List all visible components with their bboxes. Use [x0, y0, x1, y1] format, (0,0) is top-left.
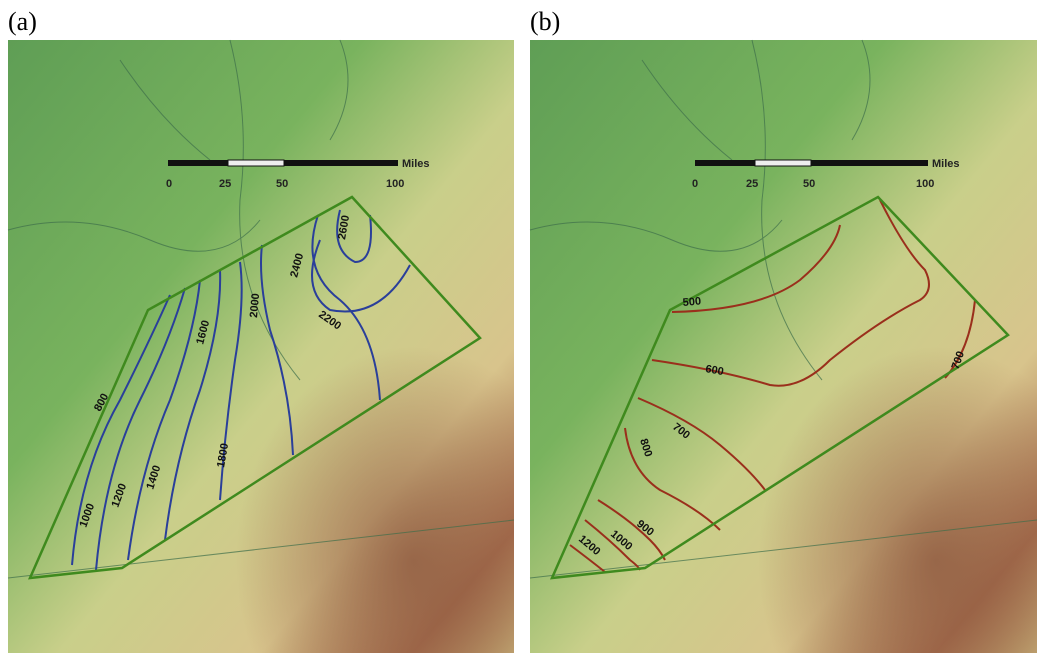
scale-tick: 25: [219, 178, 231, 190]
scale-tick: 50: [276, 178, 288, 190]
scale-tick: 25: [746, 178, 758, 190]
panel-label: (b): [530, 7, 560, 36]
terrain-ridge: [8, 40, 514, 653]
scale-tick: 100: [916, 178, 934, 190]
contour-label: 500: [682, 295, 701, 309]
scale-segment: [811, 160, 928, 166]
scale-segment: [284, 160, 398, 166]
scale-segment: [228, 160, 284, 166]
panel-b: (b) 0 25 50 100 Miles 500 600 700 800 90…: [530, 7, 1037, 653]
panel-label: (a): [8, 7, 37, 36]
panel-a: (a) 0 25 50 100 Miles 800 1000 1200 1400…: [8, 7, 514, 653]
contour-label: 2000: [248, 293, 262, 318]
scale-segment: [755, 160, 811, 166]
scale-tick: 0: [692, 178, 698, 190]
figure: (a) 0 25 50 100 Miles 800 1000 1200 1400…: [0, 0, 1037, 653]
scale-unit: Miles: [932, 158, 960, 170]
scale-tick: 100: [386, 178, 404, 190]
scale-unit: Miles: [402, 158, 430, 170]
scale-segment: [168, 160, 228, 166]
scale-tick: 0: [166, 178, 172, 190]
scale-tick: 50: [803, 178, 815, 190]
terrain-ridge: [530, 40, 1037, 653]
scale-segment: [695, 160, 755, 166]
